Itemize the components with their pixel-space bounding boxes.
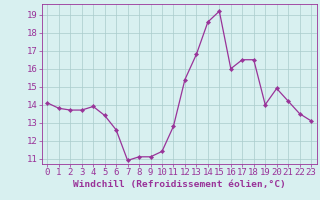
X-axis label: Windchill (Refroidissement éolien,°C): Windchill (Refroidissement éolien,°C) [73, 180, 285, 189]
